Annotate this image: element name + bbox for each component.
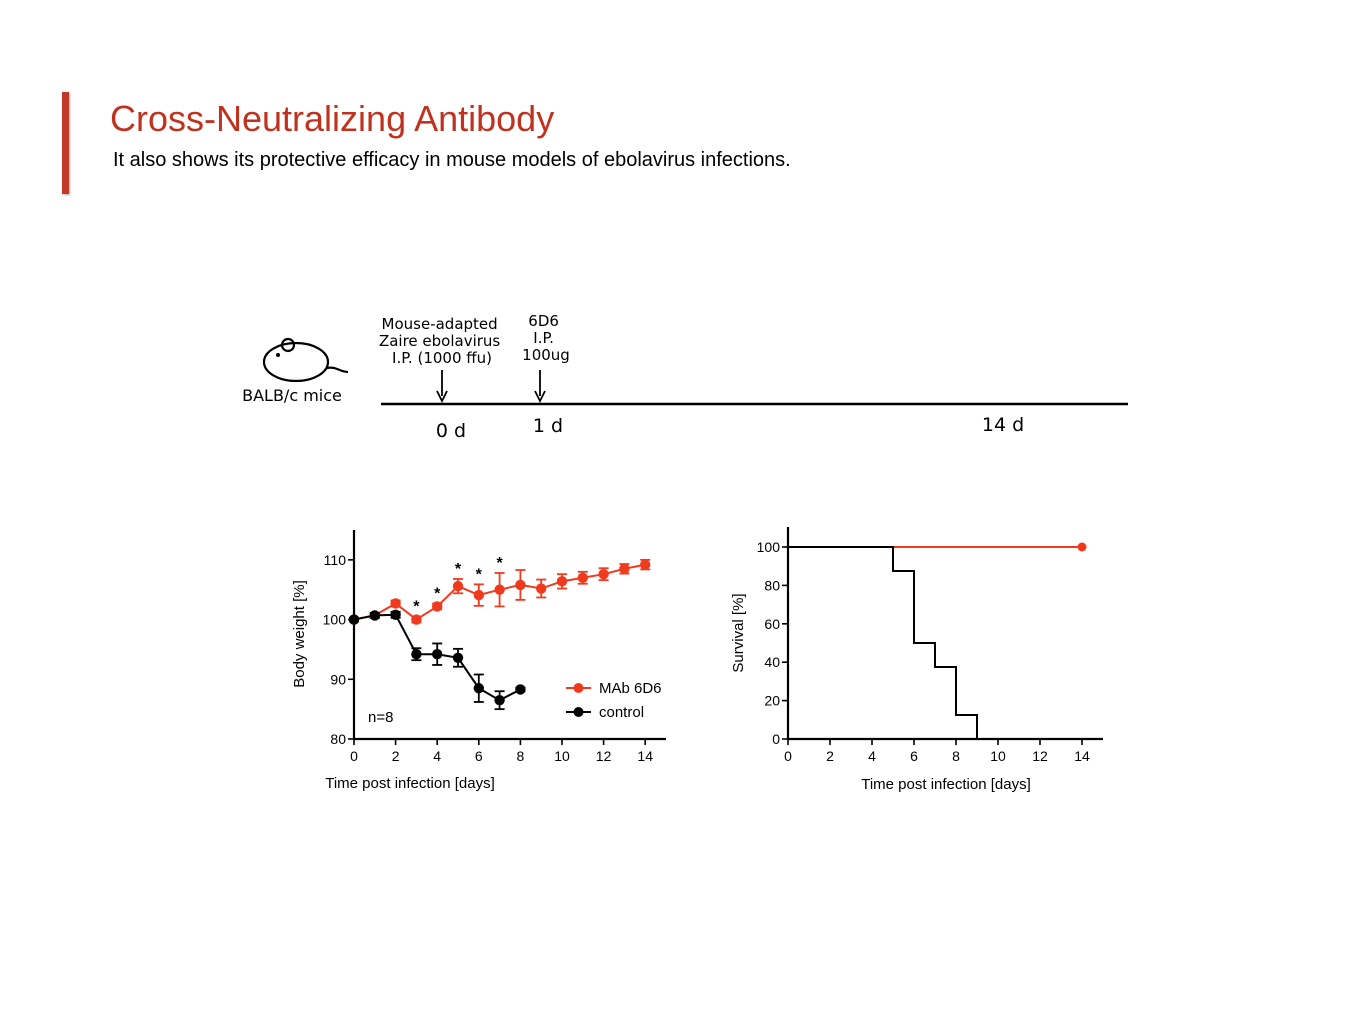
body-weight-axes: 0 2 4 6 8 10 12 14 80 90 100 110 (323, 530, 666, 764)
data-point-control (348, 614, 360, 625)
legend-label-mab: MAb 6D6 (599, 680, 662, 697)
data-point-control (411, 649, 422, 660)
survival-y-tick-label: 0 (772, 731, 780, 747)
survival-x-tick-label: 10 (990, 748, 1006, 764)
mouse-icon (262, 337, 349, 383)
data-point-mab (411, 614, 422, 625)
significance-marker: * (476, 566, 483, 583)
data-point-mab (452, 580, 464, 592)
survival-curve-control (788, 546, 998, 740)
data-point-control (369, 610, 380, 621)
body-weight-y-tick-label: 90 (330, 671, 346, 687)
body-weight-y-tick-label: 80 (330, 731, 346, 747)
data-point-mab (619, 563, 630, 575)
survival-end-point-mab (1077, 542, 1087, 552)
survival-x-tick-label: 14 (1074, 748, 1090, 764)
survival-y-tick-label: 100 (757, 539, 781, 555)
body-weight-x-tick-label: 10 (554, 748, 570, 764)
body-weight-x-tick-label: 0 (350, 748, 358, 764)
survival-x-axis-title: Time post infection [days] (861, 776, 1031, 793)
data-point-mab (577, 572, 588, 583)
legend-item-mab: MAb 6D6 (566, 680, 662, 697)
data-point-control (432, 649, 443, 660)
day-1-label: 1 d (533, 415, 563, 437)
legend-swatch-mab-marker (573, 683, 584, 693)
survival-y-tick-label: 20 (764, 693, 780, 709)
data-point-mab (432, 601, 443, 612)
body-weight-x-tick-label: 8 (517, 748, 525, 764)
data-point-control (515, 684, 526, 695)
title-accent-bar (62, 92, 69, 194)
survival-x-tick-label: 6 (910, 748, 918, 764)
survival-x-tick-label: 12 (1032, 748, 1048, 764)
legend-item-control: control (566, 704, 644, 721)
sample-size-annotation: n=8 (368, 709, 393, 726)
body-weight-x-tick-label: 14 (637, 748, 653, 764)
survival-x-tick-label: 4 (868, 748, 876, 764)
survival-x-tick-label: 0 (784, 748, 792, 764)
data-point-mab (473, 589, 484, 601)
slide-title: Cross-Neutralizing Antibody (110, 98, 555, 139)
timeline-diagram: BALB/c mice Mouse-adapted Zaire ebolavir… (242, 312, 1128, 442)
body-weight-y-axis-title: Body weight [%] (291, 580, 308, 688)
legend-swatch-control-marker (573, 707, 584, 717)
survival-chart: 0 2 4 6 8 10 12 14 0 20 40 60 80 100 Time post infect… (730, 527, 1103, 793)
data-point-mab (598, 568, 609, 580)
day-14-label: 14 d (982, 414, 1024, 436)
slide-subtitle: It also shows its protective efficacy in… (113, 149, 791, 171)
data-point-mab (640, 559, 651, 570)
survival-x-tick-label: 8 (952, 748, 960, 764)
survival-marks (788, 542, 1087, 740)
survival-x-tick-label: 2 (826, 748, 834, 764)
significance-marker: * (434, 585, 441, 602)
data-point-mab (515, 579, 526, 591)
survival-y-tick-label: 40 (764, 654, 780, 670)
body-weight-x-tick-label: 4 (433, 748, 441, 764)
legend-label-control: control (599, 704, 644, 721)
body-weight-legend: MAb 6D6 control (566, 680, 662, 721)
treatment-event-label: 6D6 I.P. 100ug (522, 312, 570, 364)
data-point-mab (494, 584, 505, 595)
body-weight-chart: 0 2 4 6 8 10 12 14 80 90 100 110 * * * * * Time post in… (291, 530, 666, 792)
body-weight-marks: * * * * * (348, 555, 651, 711)
survival-y-tick-label: 60 (764, 616, 780, 632)
data-point-control (452, 652, 464, 663)
significance-marker: * (413, 599, 420, 616)
infection-event-label: Mouse-adapted Zaire ebolavirus I.P. (100… (379, 315, 505, 367)
data-point-control (390, 609, 401, 620)
body-weight-x-tick-label: 12 (596, 748, 612, 764)
data-point-control (494, 694, 505, 706)
mouse-label: BALB/c mice (242, 386, 342, 405)
body-weight-y-tick-label: 100 (323, 612, 347, 628)
survival-y-axis-title: Survival [%] (730, 593, 747, 672)
data-point-mab (556, 576, 568, 587)
survival-axes: 0 2 4 6 8 10 12 14 0 20 40 60 80 100 (757, 527, 1103, 764)
significance-marker: * (496, 555, 503, 572)
significance-marker: * (455, 561, 462, 578)
data-point-control (473, 683, 484, 694)
body-weight-x-tick-label: 6 (475, 748, 483, 764)
data-point-mab (536, 583, 547, 594)
treatment-arrow (534, 370, 546, 404)
body-weight-x-axis-title: Time post infection [days] (325, 775, 495, 792)
body-weight-y-tick-label: 110 (324, 552, 347, 568)
day-0-label: 0 d (436, 420, 466, 442)
data-point-mab (390, 598, 401, 609)
survival-y-tick-label: 80 (764, 577, 780, 593)
body-weight-x-tick-label: 2 (392, 748, 400, 764)
infection-arrow (436, 370, 448, 404)
mouse-eye (276, 353, 280, 357)
